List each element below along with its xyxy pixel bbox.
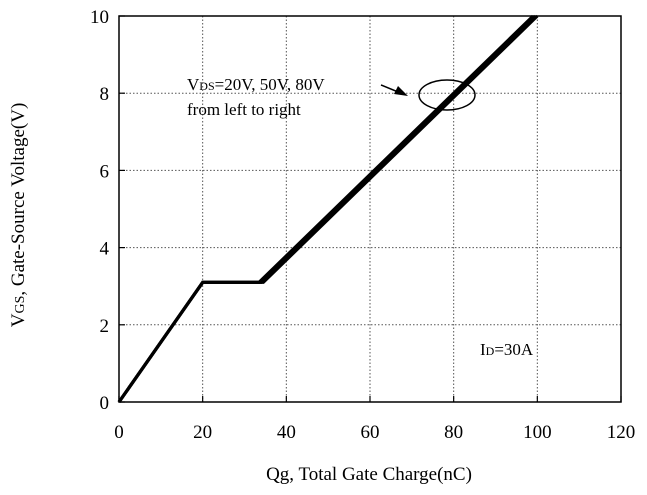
series-line-vds-20V — [117, 14, 535, 403]
id-annotation-subscript: D — [486, 344, 495, 358]
id-annotation: ID=30A — [480, 340, 534, 359]
annotation-arrow-head — [394, 86, 408, 96]
x-axis-label: Qg, Total Gate Charge(nC) — [266, 464, 472, 485]
y-axis-label: VGS, Gate-Source Voltage(V) — [8, 103, 29, 328]
vds-annotation-line1: VDS=20V, 50V, 80V — [187, 75, 325, 94]
vds-annotation-subscript: DS — [199, 79, 214, 93]
x-tick-label-80: 80 — [444, 422, 463, 443]
grid — [119, 16, 621, 402]
vds-annotation-prefix: V — [187, 75, 200, 94]
x-tick-label-40: 40 — [277, 422, 296, 443]
y-tick-label-4: 4 — [100, 239, 110, 260]
x-tick-label-0: 0 — [114, 422, 124, 443]
x-tick-label-20: 20 — [193, 422, 212, 443]
ticks: 0 20 40 60 80 100 120 0 2 4 6 8 10 — [90, 7, 635, 443]
y-tick-label-8: 8 — [100, 84, 110, 105]
y-axis-label-prefix: V — [8, 313, 29, 327]
y-axis-label-rest: , Gate-Source Voltage(V) — [8, 103, 29, 296]
y-axis-label-subscript: GS — [13, 296, 28, 314]
vds-annotation-rest: =20V, 50V, 80V — [215, 75, 326, 94]
y-tick-label-6: 6 — [100, 161, 110, 182]
series-line-vds-80V — [117, 14, 539, 403]
x-tick-label-100: 100 — [523, 422, 552, 443]
x-tick-label-60: 60 — [361, 422, 380, 443]
y-tick-label-0: 0 — [100, 393, 110, 414]
id-annotation-prefix: I — [480, 340, 486, 359]
y-tick-label-2: 2 — [100, 316, 110, 337]
annotation-ellipse — [418, 79, 476, 111]
x-tick-label-120: 120 — [607, 422, 636, 443]
y-tick-label-10: 10 — [90, 7, 109, 28]
series-group — [117, 14, 539, 403]
id-annotation-rest: =30A — [494, 340, 534, 359]
vds-annotation-line2: from left to right — [187, 100, 301, 119]
